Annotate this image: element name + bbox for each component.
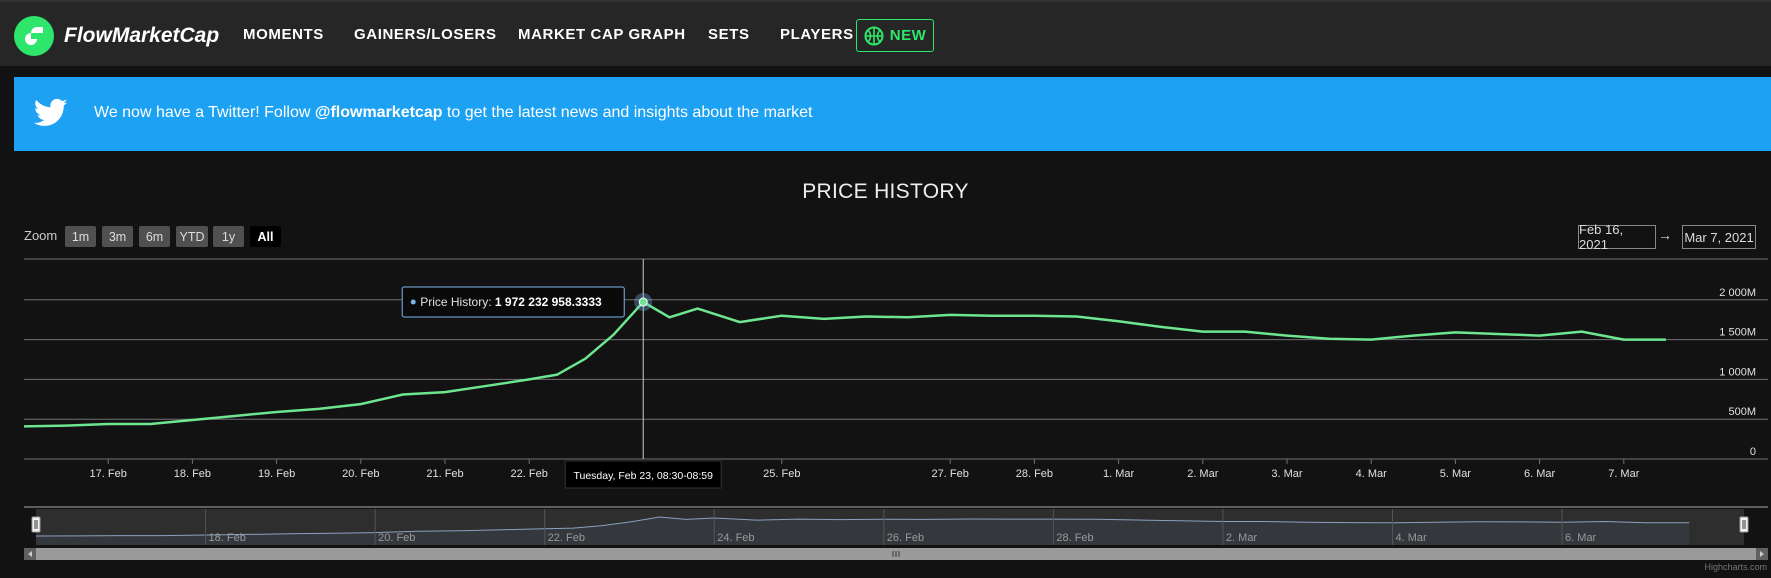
nav-item-sets[interactable]: SETS (708, 26, 750, 43)
zoom-button-all[interactable]: All (250, 226, 281, 247)
price-history-line[interactable] (23, 300, 1666, 428)
navigator-mask (36, 509, 1744, 545)
navigator-date-label: 20. Feb (378, 532, 415, 544)
navigator-date-label: 28. Feb (1056, 532, 1093, 544)
x-tick-label: 22. Feb (511, 468, 548, 480)
navigator-date-label: 18. Feb (209, 532, 246, 544)
x-tick-label: 2. Mar (1187, 468, 1219, 480)
zoom-button-1y[interactable]: 1y (213, 226, 244, 247)
navigator-right-handle[interactable] (1739, 516, 1749, 533)
flow-logo-icon (14, 16, 54, 56)
x-tick-label: 19. Feb (258, 468, 295, 480)
x-tick-label: 7. Mar (1608, 468, 1640, 480)
navigator-date-label: 2. Mar (1226, 532, 1258, 544)
scrollbar-left-arrow-icon (28, 551, 32, 557)
zoom-button-ytd[interactable]: YTD (176, 226, 208, 247)
twitter-banner: We now have a Twitter! Follow @flowmarke… (14, 77, 1771, 151)
hover-point[interactable] (638, 297, 648, 307)
navigator-date-label: 6. Mar (1565, 532, 1597, 544)
new-badge-label: NEW (889, 27, 927, 44)
navigator-date-label: 26. Feb (887, 532, 924, 544)
x-tick-label: 18. Feb (174, 468, 211, 480)
zoom-button-6m[interactable]: 6m (139, 226, 170, 247)
scrollbar-right-arrow-icon (1760, 551, 1764, 557)
brand-name: FlowMarketCap (64, 24, 220, 47)
brand-logo[interactable]: FlowMarketCap (14, 16, 219, 56)
twitter-bird-icon (34, 98, 68, 126)
navigator-date-label: 24. Feb (717, 532, 754, 544)
nav-item-market-cap-graph[interactable]: MARKET CAP GRAPH (518, 26, 686, 43)
x-tick-label: 4. Mar (1356, 468, 1388, 480)
tooltip-series-name: Price History: (420, 295, 495, 309)
x-tick-label: 3. Mar (1271, 468, 1303, 480)
navigator-date-label: 4. Mar (1395, 532, 1427, 544)
range-from-input[interactable]: Feb 16, 2021 (1578, 222, 1656, 252)
x-tick-label: 5. Mar (1440, 468, 1472, 480)
banner-text-before: We now have a Twitter! Follow (94, 104, 315, 121)
chart-title: PRICE HISTORY (802, 180, 969, 203)
new-badge-button[interactable]: NEW (856, 19, 934, 52)
range-to-input[interactable]: Mar 7, 2021 (1682, 225, 1756, 249)
tooltip-text: Price History: 1 972 232 958.3333 (420, 295, 602, 309)
y-tick-label: 1 500M (1719, 327, 1756, 339)
highcharts-credits[interactable]: Highcharts.com (1704, 562, 1767, 572)
y-tick-label: 0 (1750, 446, 1756, 458)
tooltip-box (401, 286, 625, 318)
y-tick-label: 2 000M (1719, 287, 1756, 299)
x-tick-label: 6. Mar (1524, 468, 1556, 480)
x-tick-label: 17. Feb (90, 468, 127, 480)
navigator-area (36, 517, 1690, 545)
crosshair-date-box (564, 460, 722, 489)
y-tick-label: 500M (1728, 406, 1756, 418)
navigator-date-label: 22. Feb (548, 532, 585, 544)
range-arrow: → (1658, 227, 1672, 243)
basketball-icon (864, 26, 884, 45)
navigator-series-line (35, 516, 1690, 537)
zoom-button-1m[interactable]: 1m (65, 226, 96, 247)
twitter-handle-link[interactable]: @flowmarketcap (314, 104, 443, 121)
x-tick-label: 25. Feb (763, 468, 800, 480)
zoom-label: Zoom (24, 228, 58, 243)
nav-item-gainers-losers[interactable]: GAINERS/LOSERS (354, 26, 497, 43)
x-tick-label: 21. Feb (426, 468, 463, 480)
x-tick-label: 27. Feb (932, 468, 969, 480)
crosshair-date-label: Tuesday, Feb 23, 08:30-08:59 (573, 470, 713, 482)
x-tick-label: 20. Feb (342, 468, 379, 480)
tooltip-value: 1 972 232 958.3333 (495, 295, 602, 309)
y-tick-label: 1 000M (1719, 366, 1756, 378)
zoom-button-3m[interactable]: 3m (102, 226, 133, 247)
x-tick-label: 28. Feb (1016, 468, 1053, 480)
navigator-left-handle[interactable] (31, 516, 41, 533)
x-tick-label: 1. Mar (1103, 468, 1135, 480)
nav-item-players[interactable]: PLAYERS (780, 26, 854, 43)
tooltip-series-dot (410, 299, 416, 305)
nav-item-moments[interactable]: MOMENTS (243, 26, 324, 43)
banner-text-after: to get the latest news and insights abou… (442, 104, 813, 121)
banner-message: We now have a Twitter! Follow @flowmarke… (94, 104, 812, 122)
top-navbar: FlowMarketCap MOMENTS GAINERS/LOSERS MAR… (0, 0, 1771, 66)
